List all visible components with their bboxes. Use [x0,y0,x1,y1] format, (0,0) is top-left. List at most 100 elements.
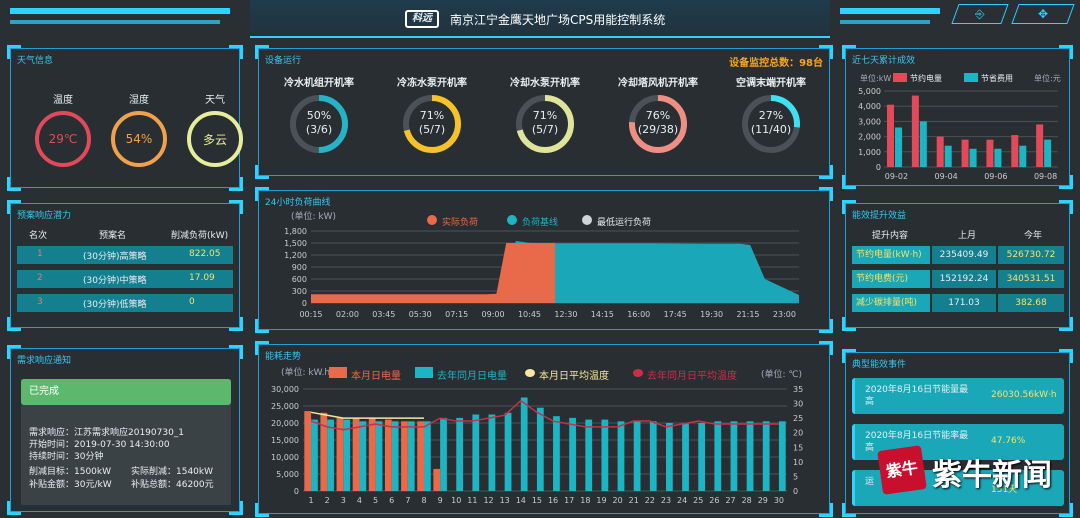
table-row[interactable]: 减少碳排量(吨) 171.03 382.68 [852,294,1064,312]
x-tick-label: 26 [709,496,719,505]
bar-last-year-day-23 [666,423,673,491]
left-top-line [10,8,230,14]
fullscreen-button[interactable]: ✥ [1011,4,1075,24]
bar-last-year-day-28 [746,421,754,491]
x-tick-label: 10:45 [518,310,541,319]
table-row[interactable]: 节约电量(kW·h) 235409.49 526730.72 [852,246,1064,264]
weather-panel: 天气信息 温度 29℃ 湿度 54% 天气 多云 [7,45,243,191]
bar-last-year-day-3 [343,419,351,491]
event-item[interactable]: 2020年8月16日节能量最高 26030.56kW·h [852,378,1064,414]
status-badge: 已完成 [21,379,231,405]
table-row[interactable]: 2 (30分钟)中策略 17.09 [17,270,233,288]
actual-area [311,243,555,303]
bar-last-year-day-14 [520,397,528,491]
y-tick-label: 1,200 [284,251,307,260]
weather-label-2: 天气 [205,95,225,106]
bar-this-month-day-3 [336,417,344,491]
reduction-cell: 0 [189,297,195,307]
legend-swatch-saved-energy [893,73,907,82]
equip-pct-1: 71% [419,109,445,122]
temp-line-last-year [310,399,779,431]
page-title: 南京江宁金鹰天地广场CPS用能控制系统 [450,13,666,27]
header-reduction: 削减负荷(kW) [171,231,229,241]
year-cell: 526730.72 [998,246,1064,264]
legend-actual-load[interactable]: 实际负荷 [442,218,479,228]
weather-title: 天气信息 [17,56,54,66]
bar-this-month-day-6 [384,419,392,491]
legend-last-temp[interactable]: 去年同月日平均温度 [647,371,737,382]
x-tick-label: 17 [564,496,574,505]
bar-last-year-day-21 [633,421,641,491]
legend-this-month[interactable]: 本月日电量 [351,371,401,382]
legend-temp[interactable]: 本月日平均温度 [539,371,609,382]
bar-saved-energy-09-03 [911,95,919,167]
header-this-year: 今年 [1024,231,1043,241]
x-tick-label: 09-06 [984,172,1007,181]
x-tick-label: 09-04 [935,172,958,181]
legend-swatch-this-month [329,367,347,378]
event-text: 2020年8月16日节能量最高 [865,385,969,407]
load-unit: (单位: kW) [291,212,337,222]
equip-frac-3: (29/38) [637,123,679,136]
y-tick-label: 3,000 [858,117,881,126]
event-text: 2020年8月16日节能率最高 [865,431,969,453]
x-tick-label: 07:15 [445,310,468,319]
temp-line-this-month [310,411,424,419]
legend-saved-cost[interactable]: 节省费用 [981,74,1013,83]
bar-last-year-day-30 [778,421,786,491]
bar-saved-energy-09-07 [1011,135,1019,167]
energy-bar-chart: 30,00025,00020,00015,00010,0005,00003530… [271,385,803,505]
notice-line-1: 需求响应：江苏需求响应20190730_1 [29,428,185,438]
x-tick-label: 30 [774,496,784,505]
equip-pct-2: 71% [532,109,558,122]
energy-title: 能耗走势 [265,352,302,362]
x-tick-label: 14:15 [591,310,614,319]
y-tick-label: 4,000 [858,102,881,111]
bar-last-year-day-1 [311,419,318,491]
load-panel: 24小时负荷曲线 (单位: kW) 实际负荷 负荷基线 最低运行负荷 1,800… [255,187,833,333]
notice-target: 削减目标：1500kW [29,467,112,477]
efficiency-title: 能效提升效益 [852,211,907,221]
bar-last-year-day-11 [472,414,480,491]
bar-this-month-day-8 [417,421,424,491]
x-tick-label: 02:00 [336,310,359,319]
legend-dot-actual [427,215,437,225]
table-row[interactable]: 1 (30分钟)高策略 822.05 [17,246,233,264]
x-tick-label: 22 [645,496,655,505]
last-month-cell: 152192.24 [932,270,996,288]
y-tick-label: 2,000 [858,133,881,142]
header-rank: 名次 [29,231,48,241]
y-tick-label: 0 [302,299,307,308]
y-tick-label: 1,000 [858,148,881,157]
table-row[interactable]: 3 (30分钟)低策略 0 [17,294,233,312]
legend-baseline[interactable]: 负荷基线 [522,218,559,228]
exit-button[interactable]: ⎆ [951,4,1009,24]
legend-min-load[interactable]: 最低运行负荷 [597,218,652,228]
bar-last-year-day-24 [682,423,689,491]
x-tick-label: 03:45 [372,310,395,319]
bar-saved-cost-09-02 [895,127,902,167]
equip-label-1: 冷冻水泵开机率 [397,78,467,89]
y2-tick-label: 10 [793,458,803,467]
notice-total: 补贴总额：46200元 [131,480,214,490]
plan-cell: (30分钟)高策略 [83,252,147,262]
table-row[interactable]: 节约电费(元) 152192.24 340531.51 [852,270,1064,288]
load-area-chart: 1,800 1,500 1,200 900 600 300 0 00:15 02:00 03:45… [284,227,799,319]
watermark-text: 紫牛新闻 [932,458,1052,493]
legend-saved-energy[interactable]: 节约电量 [910,74,942,83]
rank-cell: 2 [37,273,43,283]
x-tick-label: 24 [677,496,687,505]
rank-cell: 1 [37,249,43,259]
legend-last-year[interactable]: 去年同月日电量 [437,371,507,382]
event-value: 151天 [991,485,1018,495]
bar-this-month-day-1 [304,411,312,491]
content-cell: 节约电费(元) [852,270,930,288]
equip-ring-1 [403,95,461,153]
efficiency-panel: 能效提升效益 提升内容 上月 今年 节约电量(kW·h) 235409.49 526… [842,200,1073,331]
equip-frac-1: (5/7) [418,123,446,136]
exit-icon: ⎆ [975,7,985,21]
bar-saved-cost-09-08 [1044,139,1052,167]
equip-label-4: 空调末端开机率 [736,78,806,89]
y2-tick-label: 20 [793,429,803,438]
x-tick-label: 21:15 [736,310,759,319]
